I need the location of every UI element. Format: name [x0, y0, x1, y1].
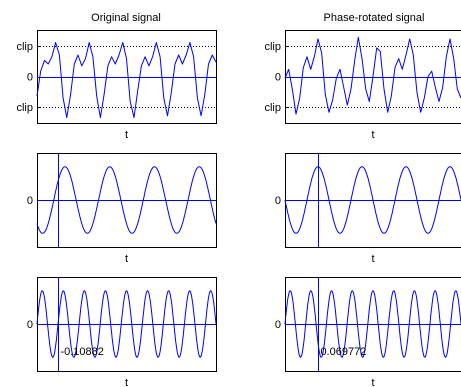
y-tick-label: 0	[27, 319, 33, 331]
panel-6: 0 t 0.069772	[275, 277, 461, 387]
signal-line	[284, 36, 461, 115]
y-tick-label: clip	[16, 102, 33, 114]
signal-line	[284, 290, 461, 358]
signal-line	[36, 166, 217, 234]
value-annotation: 0.069772	[320, 346, 366, 358]
value-annotation: -0.10882	[60, 346, 103, 358]
panel-1: clip 0 clip t	[16, 30, 217, 141]
panel-4: 0t	[275, 153, 461, 265]
y-tick-label: clip	[264, 41, 281, 53]
left-column-title: Original signal	[91, 12, 161, 24]
y-tick-label: 0	[275, 72, 281, 84]
x-axis-label: t	[371, 377, 374, 387]
panel-5: 0 t -0.10882	[27, 277, 217, 387]
y-tick-label: 0	[27, 72, 33, 84]
signal-line	[284, 166, 461, 234]
signal-line	[36, 42, 217, 119]
x-axis-label: t	[125, 377, 128, 387]
right-column-title: Phase-rotated signal	[324, 12, 425, 24]
y-tick-label: clip	[16, 41, 33, 53]
x-axis-label: t	[371, 129, 374, 141]
panel-3: 0t	[27, 153, 217, 265]
x-axis-label: t	[125, 253, 128, 265]
signal-line	[36, 290, 217, 358]
y-tick-label: 0	[27, 195, 33, 207]
y-tick-label: 0	[275, 319, 281, 331]
y-tick-label: 0	[275, 195, 281, 207]
x-axis-label: t	[371, 253, 374, 265]
y-tick-label: clip	[264, 102, 281, 114]
panel-2: clip 0 clip t	[264, 30, 461, 141]
x-axis-label: t	[125, 129, 128, 141]
